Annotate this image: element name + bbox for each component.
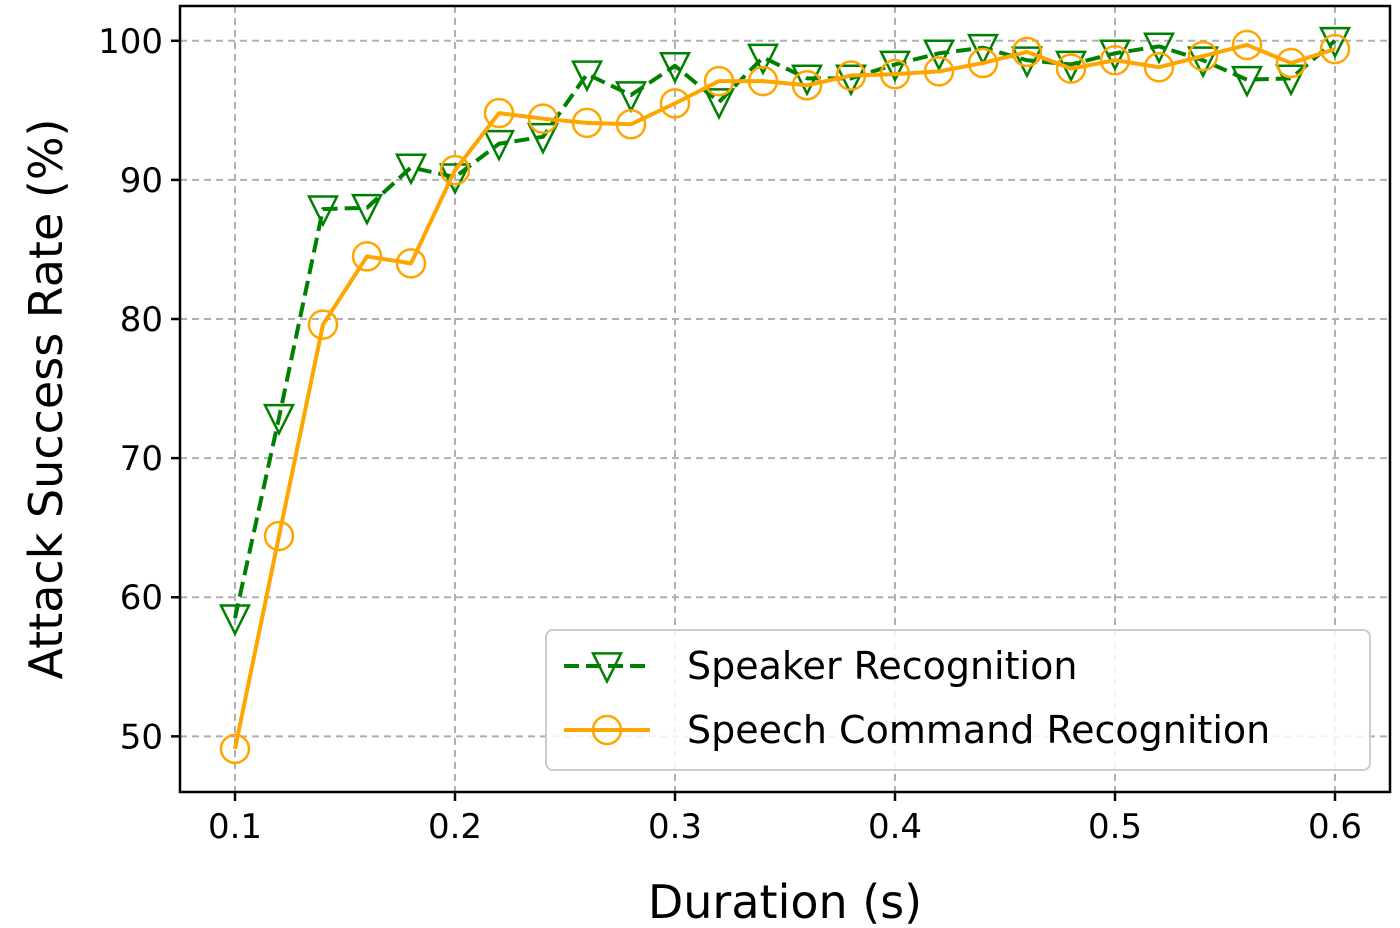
- data-point: [967, 47, 999, 79]
- y-tick-label: 100: [98, 22, 163, 62]
- data-point: [1230, 65, 1264, 98]
- data-point: [395, 248, 427, 279]
- data-point: [263, 520, 295, 552]
- data-point: [878, 50, 912, 83]
- data-point: [218, 604, 252, 637]
- x-tick-label: 0.2: [428, 807, 482, 847]
- legend-label-speech-command-recognition: Speech Command Recognition: [687, 708, 1270, 752]
- data-point: [790, 64, 824, 97]
- data-point: [966, 33, 1000, 66]
- data-point: [1098, 39, 1132, 72]
- data-point: [1274, 64, 1308, 97]
- data-point: [306, 195, 340, 228]
- data-point: [394, 153, 428, 186]
- data-point: [350, 193, 384, 226]
- data-point: [1011, 36, 1043, 68]
- x-tick-label: 0.6: [1308, 807, 1362, 847]
- y-tick-label: 50: [120, 717, 163, 757]
- y-tick-label: 60: [120, 578, 163, 618]
- legend-marker-speech-command-recognition: [564, 714, 650, 746]
- data-point: [1187, 40, 1219, 72]
- legend-box: [545, 629, 1371, 771]
- data-point: [262, 403, 296, 436]
- data-point: [659, 88, 691, 119]
- data-point: [835, 60, 867, 91]
- series-speech-command-recognition: [219, 29, 1351, 765]
- data-point: [219, 733, 251, 765]
- x-axis-title: Duration (s): [648, 875, 922, 928]
- data-point: [307, 309, 339, 340]
- data-point: [791, 70, 823, 101]
- data-point: [351, 241, 383, 272]
- data-point: [1275, 47, 1307, 79]
- series-speaker-recognition: [218, 26, 1352, 637]
- data-point: [702, 88, 736, 121]
- data-point: [1186, 46, 1220, 79]
- data-point: [747, 65, 779, 97]
- data-point: [1319, 33, 1351, 65]
- data-point: [483, 97, 515, 129]
- x-tick-label: 0.5: [1088, 807, 1142, 847]
- axis-ticks: 0.1 0.2 0.3 0.4 0.5 0.6 50 60 70 80 90 100: [98, 22, 1362, 847]
- y-tick-label: 90: [120, 161, 163, 201]
- series-line: [233, 42, 1336, 750]
- data-point: [1143, 51, 1175, 83]
- data-point: [879, 58, 911, 90]
- data-point: [922, 39, 956, 72]
- data-series: [218, 26, 1352, 765]
- legend-marker-speaker-recognition: [564, 652, 650, 685]
- legend: Speaker Recognition Speech Command Recog…: [545, 629, 1371, 771]
- data-point: [482, 129, 516, 162]
- y-tick-label: 80: [120, 300, 163, 340]
- x-tick-label: 0.1: [208, 807, 262, 847]
- data-point: [526, 122, 560, 155]
- data-point: [1010, 46, 1044, 79]
- y-tick-label: 70: [120, 439, 163, 479]
- plot-frame: [178, 4, 1392, 794]
- legend-marker: [590, 652, 624, 685]
- series-line: [233, 39, 1337, 619]
- x-tick-label: 0.4: [868, 807, 922, 847]
- legend-label-speaker-recognition: Speaker Recognition: [687, 644, 1077, 688]
- data-point: [746, 43, 780, 76]
- data-point: [923, 56, 955, 87]
- data-point: [438, 163, 472, 196]
- data-point: [658, 51, 692, 85]
- data-point: [571, 107, 603, 139]
- legend-marker: [591, 714, 623, 746]
- data-point: [1055, 53, 1087, 84]
- data-point: [834, 64, 868, 97]
- data-point: [527, 103, 559, 134]
- data-point: [615, 108, 647, 140]
- data-point: [1318, 26, 1352, 59]
- data-point: [570, 60, 604, 93]
- data-point: [439, 154, 471, 186]
- x-tick-label: 0.3: [648, 807, 702, 847]
- y-axis-title: Attack Success Rate (%): [19, 119, 73, 680]
- data-point: [703, 65, 735, 97]
- data-point: [1142, 32, 1176, 65]
- data-point: [1231, 29, 1263, 61]
- data-point: [614, 81, 648, 114]
- data-point: [1099, 45, 1131, 76]
